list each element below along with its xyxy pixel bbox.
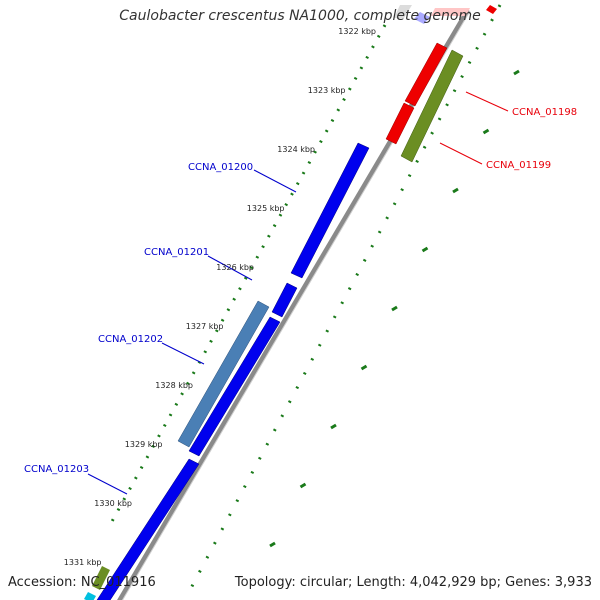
major-tick <box>421 246 429 253</box>
scale-label: 1329 kbp <box>125 440 163 449</box>
scale-label: 1331 kbp <box>64 558 102 567</box>
scale-label: 1325 kbp <box>247 204 285 213</box>
gene-label-ccna-01200[interactable]: CCNA_01200 <box>188 162 253 173</box>
scale-labels: 1322 kbp 1323 kbp 1324 kbp 1325 kbp 1326 kbp… <box>64 27 376 567</box>
scale-label: 1328 kbp <box>155 381 193 390</box>
scale-label: 1327 kbp <box>186 322 224 331</box>
major-tick <box>391 305 398 312</box>
gene-label-ccna-01203[interactable]: CCNA_01203 <box>24 464 89 475</box>
gene-ccna-01198[interactable] <box>385 5 497 145</box>
gene-ccna-01202[interactable] <box>177 300 270 448</box>
gene-ccna-01203[interactable] <box>96 458 200 600</box>
scale-label: 1330 kbp <box>94 499 132 508</box>
scale-label: 1322 kbp <box>338 27 376 36</box>
gene-ccna-01199[interactable] <box>400 49 464 163</box>
major-tick <box>330 423 337 430</box>
major-tick <box>513 69 520 76</box>
map-title: Caulobacter crescentus NA1000, complete … <box>119 8 481 24</box>
gene-ccna-01201[interactable] <box>188 282 298 457</box>
major-tick <box>482 128 490 135</box>
scale-label: 1326 kbp <box>216 263 254 272</box>
gene-label-ccna-01198[interactable]: CCNA_01198 <box>512 107 577 118</box>
scale-label: 1324 kbp <box>277 145 315 154</box>
accession-text: Accession: NC_011916 <box>8 575 156 590</box>
gene-label-ccna-01199[interactable]: CCNA_01199 <box>486 160 551 171</box>
gene-ccna-01200[interactable] <box>290 142 370 279</box>
inner-tick-ring <box>108 24 387 526</box>
genome-info-text: Topology: circular; Length: 4,042,929 bp… <box>234 575 592 590</box>
major-ticks <box>269 69 520 548</box>
gene-label-ccna-01201[interactable]: CCNA_01201 <box>144 247 209 258</box>
scale-label: 1323 kbp <box>308 86 346 95</box>
major-tick <box>452 187 459 194</box>
major-tick <box>299 482 307 489</box>
major-tick <box>269 541 276 548</box>
major-tick <box>360 364 368 371</box>
gene-label-ccna-01202[interactable]: CCNA_01202 <box>98 334 163 345</box>
